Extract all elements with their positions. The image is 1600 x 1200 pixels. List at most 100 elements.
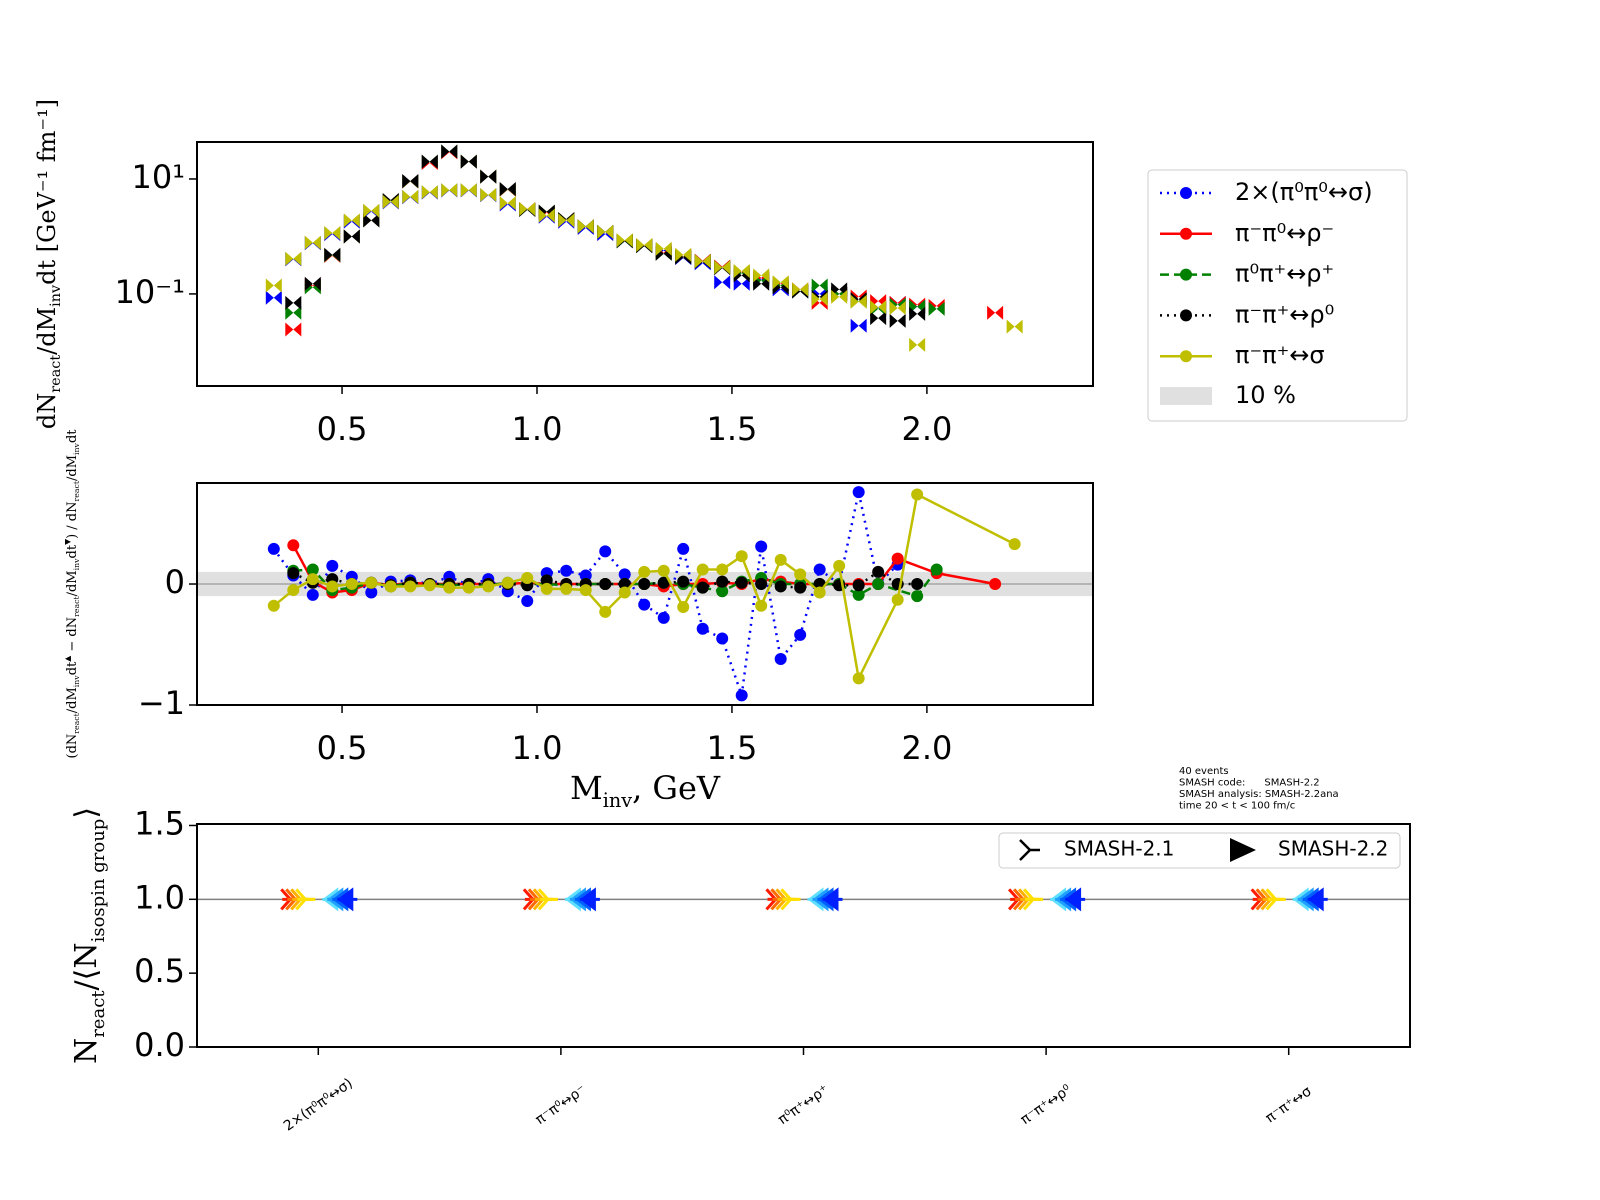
marker xyxy=(987,305,1004,320)
marker xyxy=(852,486,865,499)
marker xyxy=(811,278,828,293)
tri xyxy=(579,887,596,912)
y-tick-label: 1.0 xyxy=(134,878,185,916)
series-line xyxy=(273,492,1016,683)
marker xyxy=(889,313,906,328)
label-piece: dt xyxy=(65,544,80,558)
marker xyxy=(579,569,592,582)
marker xyxy=(909,299,926,314)
marker xyxy=(733,264,750,279)
annotation: time 20 < t < 100 fm/c xyxy=(1179,801,1295,812)
marker xyxy=(657,611,670,624)
y-axis-label: dNreact/dMinvdt [GeV⁻¹ fm⁻¹] xyxy=(33,99,65,429)
tri xyxy=(295,888,316,911)
tri xyxy=(780,888,801,911)
marker xyxy=(460,154,477,169)
marker xyxy=(811,292,828,307)
annotation: 40 events xyxy=(1179,766,1229,777)
x-tick-label: 2×(π⁰π⁰↔σ) xyxy=(281,1075,356,1134)
x-tick-label: π⁰π⁺↔ρ⁺ xyxy=(775,1082,832,1128)
label-piece: dt xyxy=(65,661,80,675)
marker xyxy=(480,169,497,184)
marker xyxy=(306,563,319,576)
label-piece: inv xyxy=(72,558,81,571)
marker xyxy=(441,144,458,159)
x-tick-label: 1.0 xyxy=(512,729,563,767)
marker xyxy=(462,581,475,594)
marker xyxy=(716,575,729,588)
marker xyxy=(287,539,300,552)
marker xyxy=(636,238,653,253)
marker xyxy=(460,183,477,198)
marker xyxy=(382,194,399,209)
legend-label: π⁰π⁺↔ρ⁺ xyxy=(1235,260,1334,288)
marker xyxy=(696,563,709,576)
legend-marker xyxy=(1180,309,1192,322)
marker xyxy=(326,580,339,593)
marker xyxy=(599,578,612,591)
marker xyxy=(677,575,690,588)
marker xyxy=(753,276,770,291)
marker xyxy=(850,318,867,333)
marker-2-2 xyxy=(807,887,843,912)
y-tick-label: −1 xyxy=(138,684,185,722)
marker xyxy=(560,564,573,577)
marker xyxy=(267,599,280,612)
marker xyxy=(599,545,612,558)
marker xyxy=(794,628,807,641)
legend-label: π⁻π⁺↔ρ⁰ xyxy=(1235,300,1334,328)
label-piece: /⟨N xyxy=(69,942,104,990)
marker xyxy=(772,275,789,290)
label-piece: react xyxy=(72,712,81,733)
marker xyxy=(618,568,631,581)
marker xyxy=(813,586,826,599)
marker xyxy=(930,563,943,576)
marker xyxy=(638,598,651,611)
marker xyxy=(657,576,670,589)
y-tick-label: 10⁻¹ xyxy=(115,273,185,311)
marker xyxy=(616,233,633,248)
marker xyxy=(285,305,302,320)
marker xyxy=(735,550,748,563)
x-tick-label: 1.5 xyxy=(707,729,758,767)
marker xyxy=(889,300,906,315)
legend-label: π⁻π⁰↔ρ⁻ xyxy=(1235,219,1334,247)
marker xyxy=(911,488,924,501)
x-tick-label: π⁻π⁺↔ρ⁰ xyxy=(1018,1082,1075,1129)
marker xyxy=(521,594,534,607)
marker xyxy=(774,553,787,566)
label-piece: isospin group xyxy=(88,819,109,943)
label-piece: inv xyxy=(603,789,632,812)
plot-area xyxy=(265,144,1023,352)
marker xyxy=(402,174,419,189)
marker-2-2 xyxy=(322,887,358,912)
marker xyxy=(911,590,924,603)
marker xyxy=(870,311,887,326)
marker-2-2 xyxy=(1292,887,1328,912)
marker xyxy=(794,581,807,594)
marker xyxy=(499,196,516,211)
marker xyxy=(833,559,846,572)
marker xyxy=(343,229,360,244)
marker xyxy=(716,632,729,645)
marker xyxy=(872,578,885,591)
label-piece: /dM xyxy=(33,307,61,355)
plot-area xyxy=(197,486,1093,702)
annotation: SMASH analysis: SMASH-2.2ana xyxy=(1179,789,1339,800)
label-piece: react xyxy=(88,990,109,1038)
marker xyxy=(755,578,768,591)
annotation: SMASH code: SMASH-2.2 xyxy=(1179,778,1320,789)
marker xyxy=(285,251,302,266)
legend-marker xyxy=(1180,350,1192,363)
marker xyxy=(618,578,631,591)
marker xyxy=(638,578,651,591)
marker xyxy=(441,183,458,198)
marker xyxy=(540,574,553,587)
label-piece: /dM xyxy=(65,687,80,713)
marker xyxy=(363,213,380,228)
legend-label: 10 % xyxy=(1235,381,1296,409)
legend-patch xyxy=(1160,387,1212,405)
marker-2-1 xyxy=(1007,888,1044,911)
label-piece: ⟩ xyxy=(69,807,104,819)
marker xyxy=(324,225,341,240)
